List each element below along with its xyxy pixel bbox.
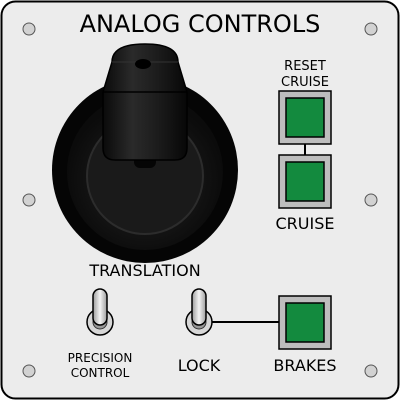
cruise-lamp	[285, 161, 325, 202]
reset-cruise-label-line2: CRUISE	[281, 75, 329, 90]
screw-mid-right	[364, 193, 378, 207]
lock-switch-lever	[191, 288, 207, 326]
cruise-label: CRUISE	[276, 214, 335, 233]
brakes-button[interactable]	[278, 295, 332, 350]
screw-mid-left	[22, 193, 36, 207]
precision-switch-lever	[92, 288, 108, 326]
screw-bottom-left	[22, 364, 36, 378]
precision-label-line1: PRECISION	[68, 351, 133, 365]
lock-switch[interactable]	[185, 288, 213, 336]
brakes-label: BRAKES	[273, 356, 336, 375]
precision-label-line2: CONTROL	[71, 366, 130, 380]
translation-joystick[interactable]	[52, 43, 238, 263]
panel-title: ANALOG CONTROLS	[80, 10, 321, 38]
reset-cruise-button[interactable]	[278, 90, 332, 145]
joystick-thumb-button	[135, 59, 151, 69]
reset-cruise-lamp	[285, 97, 325, 138]
cruise-button[interactable]	[278, 154, 332, 209]
joystick-handle	[102, 43, 188, 161]
joystick-icon	[52, 43, 238, 263]
lock-label: LOCK	[178, 356, 221, 375]
reset-cruise-label-line1: RESET	[284, 59, 326, 74]
precision-control-switch[interactable]	[86, 288, 114, 336]
brakes-lamp	[285, 302, 325, 343]
screw-top-left	[22, 22, 36, 36]
screw-bottom-right	[364, 364, 378, 378]
screw-top-right	[364, 22, 378, 36]
joystick-label: TRANSLATION	[88, 261, 200, 280]
